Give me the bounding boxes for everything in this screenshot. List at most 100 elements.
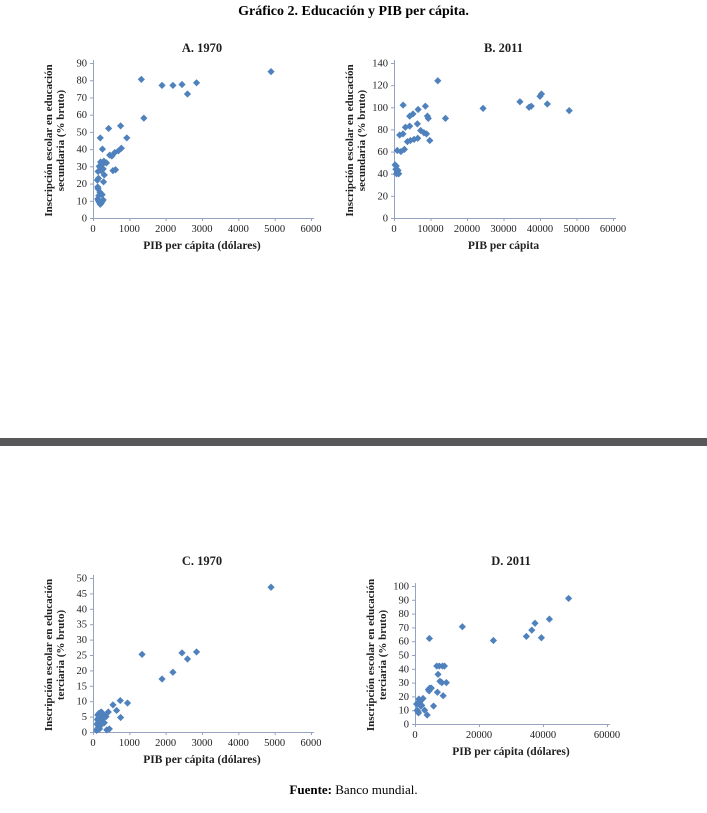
panel-title: C. 1970 — [182, 554, 222, 568]
data-point — [105, 124, 113, 133]
data-point — [458, 623, 466, 631]
y-tick-label: 20 — [378, 191, 389, 202]
y-tick-label: 45 — [77, 589, 88, 600]
section-divider-bar — [0, 438, 707, 446]
x-tick-label: 0 — [90, 738, 95, 749]
data-point — [117, 144, 125, 152]
y-axis-title-line1: Inscripción escolar en educación — [43, 64, 55, 216]
data-point — [98, 145, 107, 153]
figure-title: Gráfico 2. Educación y PIB per cápita. — [238, 4, 469, 19]
data-point — [267, 68, 275, 76]
data-point — [111, 166, 120, 174]
x-tick-label: 60000 — [600, 224, 626, 235]
x-tick-label: 5000 — [264, 738, 285, 749]
y-axis-title-line2: secundaria (% bruto) — [356, 89, 368, 191]
data-point — [422, 130, 431, 138]
scatter-panel-d-2011-tertiary: D. 2011 0 20000 40000 60000 0 10 20 30 40 50 60 70 80… — [356, 550, 690, 782]
x-tick-label: 20000 — [454, 224, 480, 235]
y-tick-label: 30 — [399, 678, 410, 689]
y-axis-title-line2: terciaria (% bruto) — [55, 610, 67, 701]
data-point — [424, 114, 432, 122]
panel-title: D. 2011 — [491, 554, 531, 568]
y-axis-title-line1: Inscripción escolar en educación — [43, 579, 55, 731]
x-tick-label: 40000 — [527, 224, 553, 235]
data-point — [395, 170, 403, 178]
x-tick-label: 0 — [412, 730, 417, 741]
x-tick-label: 40000 — [530, 730, 556, 741]
y-tick-label: 90 — [77, 59, 88, 70]
y-tick-label: 140 — [372, 59, 388, 70]
data-point — [137, 75, 145, 83]
data-point — [531, 619, 539, 627]
data-point — [429, 702, 438, 710]
x-tick-label: 10000 — [417, 224, 443, 235]
chart-canvas-C: C. 1970 0 1000 2000 3000 4000 5000 6000 0 5 10 15 20… — [43, 554, 322, 766]
x-tick-label: 0 — [391, 224, 396, 235]
y-tick-label: 40 — [378, 169, 389, 180]
y-tick-label: 60 — [77, 110, 88, 121]
scatter-panel-a-1970-secondary: A. 1970 0 1000 2000 3000 4000 5000 6000 0 10 20 30 4… — [35, 38, 337, 260]
data-point — [100, 711, 108, 719]
chart-canvas-A: A. 1970 0 1000 2000 3000 4000 5000 6000 0 10 20 30 4… — [43, 41, 322, 252]
x-tick-label: 5000 — [264, 224, 285, 235]
data-point — [522, 632, 530, 640]
data-point — [433, 688, 441, 696]
x-tick-label: 3000 — [192, 224, 213, 235]
y-axis-title-line2: secundaria (% bruto) — [55, 89, 67, 191]
y-tick-label: 80 — [77, 76, 88, 87]
data-point — [399, 130, 407, 138]
data-point — [420, 129, 428, 137]
y-tick-label: 50 — [77, 127, 88, 138]
y-tick-label: 20 — [77, 179, 88, 190]
data-point — [565, 107, 573, 115]
y-tick-label: 15 — [77, 681, 88, 692]
source-note: Fuente: Banco mundial. — [0, 782, 707, 798]
y-tick-label: 30 — [77, 162, 88, 173]
y-tick-label: 20 — [399, 692, 410, 703]
axes — [90, 60, 314, 221]
data-point — [528, 626, 536, 634]
x-tick-label: 50000 — [563, 224, 589, 235]
data-point — [109, 701, 117, 709]
y-tick-label: 100 — [372, 103, 388, 114]
data-point — [442, 679, 450, 687]
data-point — [140, 114, 148, 122]
y-tick-label: 30 — [77, 635, 88, 646]
y-tick-label: 5 — [82, 712, 87, 723]
data-point — [434, 670, 442, 678]
data-point — [183, 655, 192, 663]
y-axis-title-line1: Inscripción escolar en educación — [344, 64, 356, 216]
data-point — [440, 662, 449, 670]
y-tick-label: 35 — [77, 620, 88, 631]
y-tick-label: 60 — [378, 147, 389, 158]
data-point — [158, 81, 166, 89]
x-axis-title: PIB per cápita (dólares) — [143, 754, 261, 766]
data-point — [169, 668, 177, 676]
x-axis-title: PIB per cápita (dólares) — [143, 240, 261, 252]
y-tick-label: 0 — [82, 214, 87, 225]
data-point — [438, 679, 446, 687]
data-point — [434, 77, 442, 85]
data-points — [413, 594, 573, 719]
y-tick-label: 60 — [399, 637, 410, 648]
y-tick-label: 40 — [399, 664, 410, 675]
x-tick-label: 60000 — [594, 730, 620, 741]
y-tick-label: 0 — [383, 214, 388, 225]
y-tick-label: 20 — [77, 666, 88, 677]
data-points — [93, 583, 275, 735]
data-point — [426, 136, 434, 145]
data-point — [267, 583, 275, 591]
y-tick-label: 40 — [77, 604, 88, 615]
x-tick-label: 30000 — [490, 224, 516, 235]
x-tick-label: 2000 — [155, 224, 176, 235]
y-tick-label: 80 — [399, 609, 410, 620]
x-tick-label: 1000 — [119, 224, 140, 235]
data-point — [425, 634, 433, 643]
data-point — [413, 120, 421, 128]
data-point — [138, 650, 146, 658]
panel-title: A. 1970 — [182, 41, 222, 55]
x-tick-label: 2000 — [155, 738, 176, 749]
y-tick-label: 10 — [399, 706, 410, 717]
data-point — [113, 706, 121, 715]
